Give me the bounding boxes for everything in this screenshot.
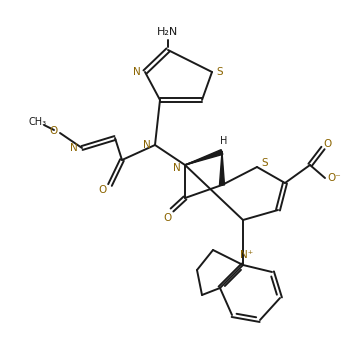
Text: N: N xyxy=(143,140,151,150)
Text: O⁻: O⁻ xyxy=(327,173,341,183)
Text: CH₃: CH₃ xyxy=(29,117,47,127)
Text: S: S xyxy=(217,67,223,77)
Text: O: O xyxy=(98,185,106,195)
Text: O: O xyxy=(49,126,57,136)
Text: N: N xyxy=(70,143,78,153)
Polygon shape xyxy=(185,150,223,165)
Text: S: S xyxy=(262,158,268,168)
Text: N: N xyxy=(173,163,181,173)
Text: N: N xyxy=(133,67,141,77)
Text: O: O xyxy=(324,139,332,149)
Text: O: O xyxy=(164,213,172,223)
Text: N⁺: N⁺ xyxy=(240,250,254,260)
Text: H: H xyxy=(220,136,228,146)
Text: H₂N: H₂N xyxy=(157,27,179,37)
Polygon shape xyxy=(220,152,225,185)
